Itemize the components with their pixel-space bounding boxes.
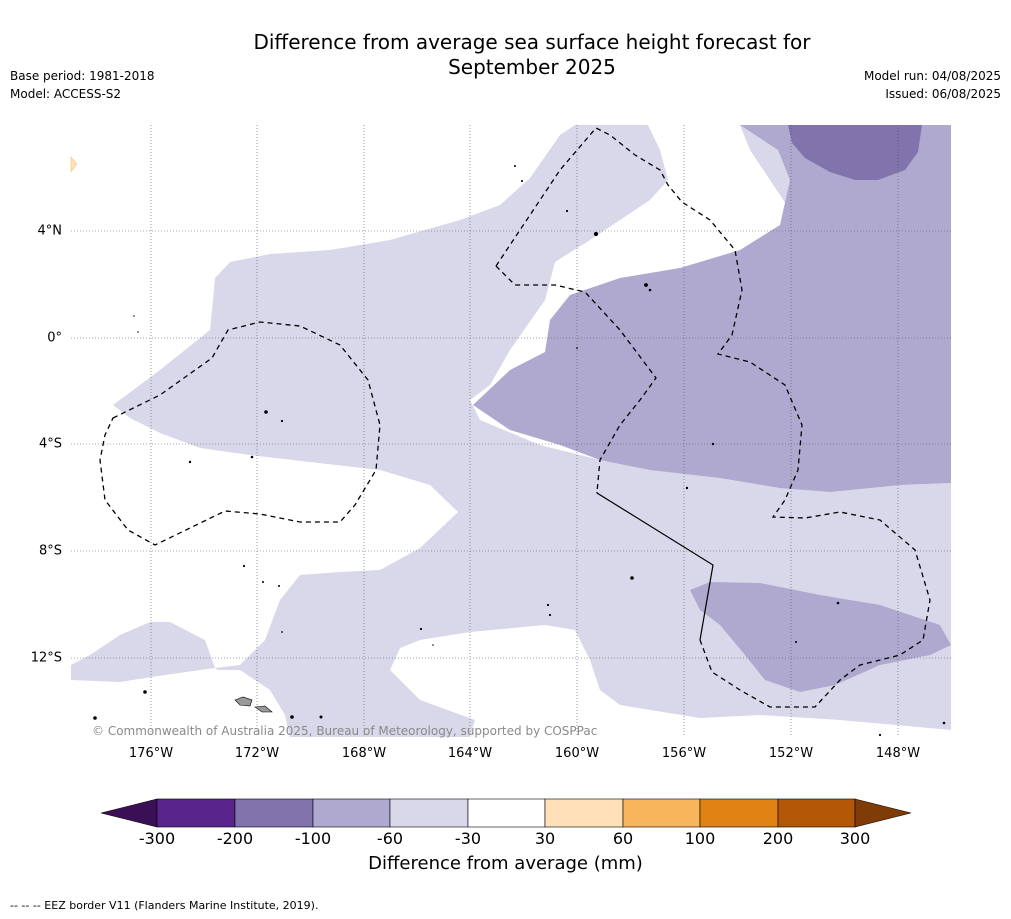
colorbar-tick: 30 xyxy=(534,829,556,848)
model-name: Model: ACCESS-S2 xyxy=(10,87,122,101)
eez-boundary-solid xyxy=(596,492,714,641)
colorbar-tick: 60 xyxy=(612,829,634,848)
colorbar-tick: 200 xyxy=(762,829,794,848)
lon-label: 172°W xyxy=(234,746,280,761)
lon-label: 148°W xyxy=(875,746,921,761)
graticule xyxy=(71,125,951,737)
colorbar-tick: -60 xyxy=(376,829,404,848)
colorbar-tick: -100 xyxy=(294,829,332,848)
colorbar-bin xyxy=(622,798,701,828)
colorbar xyxy=(100,798,912,828)
lon-label: 160°W xyxy=(554,746,600,761)
colorbar-tick: -30 xyxy=(454,829,482,848)
lon-label: 168°W xyxy=(341,746,387,761)
anomaly-region-medium xyxy=(473,125,951,492)
eez-borders xyxy=(99,127,931,708)
colorbar-bin xyxy=(234,798,314,828)
anomaly-region-medium-south xyxy=(690,582,951,692)
eez-note: -- -- -- EEZ border V11 (Flanders Marine… xyxy=(10,899,319,912)
anomaly-region-dark xyxy=(788,125,922,180)
model-run: Model run: 04/08/2025 xyxy=(863,69,1001,83)
colorbar-tick: -300 xyxy=(138,829,176,848)
title-line-1: Difference from average sea surface heig… xyxy=(253,30,811,54)
colorbar-extend-low xyxy=(100,798,158,828)
colorbar-bin xyxy=(699,798,779,828)
colorbar-bin xyxy=(156,798,236,828)
colorbar-bin xyxy=(312,798,391,828)
lat-label: 0° xyxy=(47,330,62,346)
anomaly-region-orange xyxy=(70,156,78,173)
colorbar-bin xyxy=(544,798,624,828)
lon-label: 152°W xyxy=(768,746,814,761)
map-title: Difference from average sea surface heig… xyxy=(0,30,1011,80)
colorbar-title: Difference from average (mm) xyxy=(368,853,643,874)
colorbar-tick: -200 xyxy=(216,829,254,848)
lat-label: 4°S xyxy=(38,436,62,452)
lon-label: 164°W xyxy=(447,746,493,761)
colorbar-tick: 100 xyxy=(684,829,716,848)
lon-label: 176°W xyxy=(128,746,174,761)
colorbar-bin xyxy=(777,798,856,828)
lat-label: 4°N xyxy=(37,223,63,239)
copyright-notice: © Commonwealth of Australia 2025, Bureau… xyxy=(92,724,598,738)
issued-date: Issued: 06/08/2025 xyxy=(885,87,1001,101)
colorbar-bin xyxy=(467,798,546,828)
lat-label: 12°S xyxy=(30,650,62,666)
colorbar-bin xyxy=(389,798,469,828)
base-period: Base period: 1981-2018 xyxy=(10,69,155,83)
lon-label: 156°W xyxy=(661,746,707,761)
islands xyxy=(93,165,946,737)
meta-left: Base period: 1981-2018 Model: ACCESS-S2 xyxy=(10,67,155,103)
colorbar-tick: 300 xyxy=(839,829,871,848)
title-line-2: September 2025 xyxy=(448,55,616,79)
colorbar-extend-high xyxy=(854,798,912,828)
lat-label: 8°S xyxy=(38,543,62,559)
meta-right: Model run: 04/08/2025 Issued: 06/08/2025 xyxy=(864,67,1001,103)
